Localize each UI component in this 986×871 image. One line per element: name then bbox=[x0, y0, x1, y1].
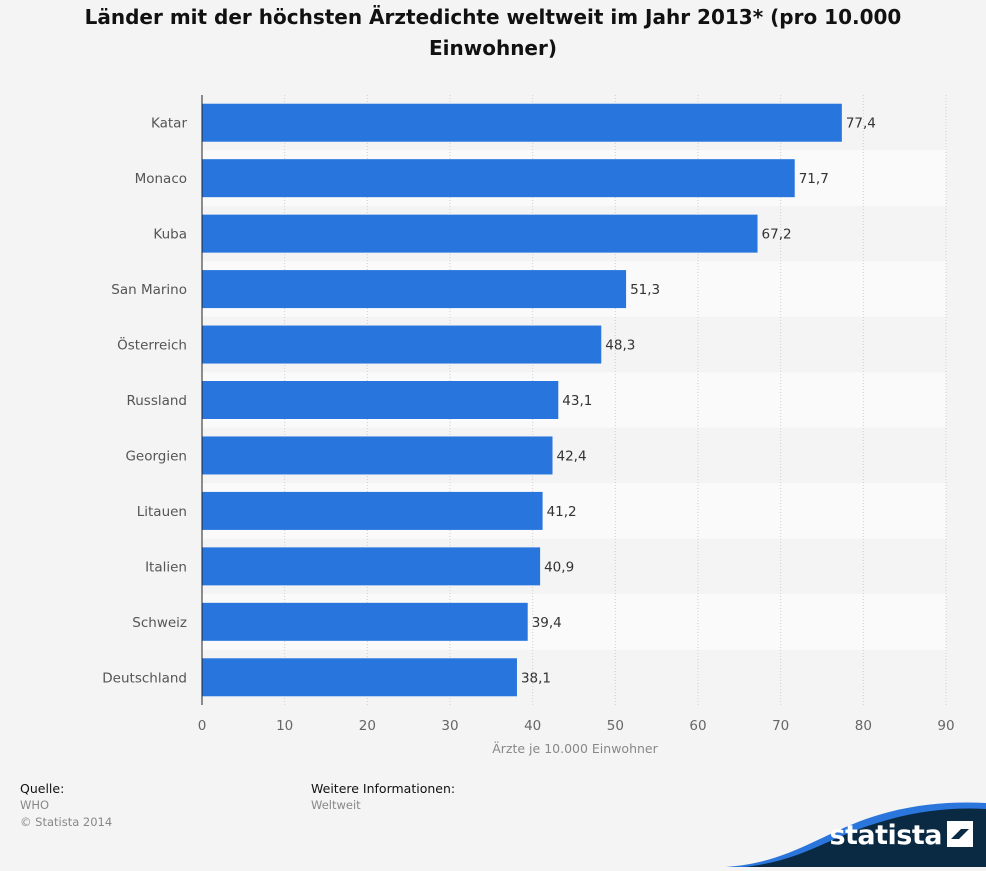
category-label: Georgien bbox=[125, 448, 187, 464]
bars bbox=[202, 103, 842, 697]
x-tick-label: 10 bbox=[276, 718, 293, 734]
category-label: Italien bbox=[145, 559, 187, 575]
x-tick-label: 20 bbox=[359, 718, 376, 734]
bar[interactable] bbox=[202, 547, 541, 586]
info-line-1: Weltweit bbox=[311, 798, 361, 812]
data-label: 39,4 bbox=[532, 615, 562, 631]
data-label: 41,2 bbox=[547, 504, 577, 520]
source-line-2: © Statista 2014 bbox=[20, 815, 113, 829]
x-tick-label: 40 bbox=[524, 718, 541, 734]
statista-wordmark: statista bbox=[829, 820, 942, 851]
category-label: Litauen bbox=[137, 504, 187, 520]
x-tick-label: 30 bbox=[441, 718, 458, 734]
brand-swoosh bbox=[726, 802, 986, 867]
x-tick-label: 60 bbox=[689, 718, 706, 734]
x-axis-title: Ärzte je 10.000 Einwohner bbox=[492, 741, 658, 756]
bar[interactable] bbox=[202, 491, 543, 530]
bar[interactable] bbox=[202, 658, 517, 697]
statista-branding[interactable]: statista bbox=[726, 797, 986, 867]
x-tick-label: 80 bbox=[855, 718, 872, 734]
bar[interactable] bbox=[202, 159, 795, 198]
data-label: 51,3 bbox=[630, 282, 660, 298]
category-label: Kuba bbox=[153, 227, 187, 243]
category-label: Monaco bbox=[135, 171, 187, 187]
value-labels: 77,4 71,7 67,2 51,3 48,3 43,1 42,4 41,2 40,9 39,4… bbox=[521, 116, 876, 687]
category-label: Deutschland bbox=[102, 670, 187, 686]
bar[interactable] bbox=[202, 103, 842, 142]
category-labels: Katar Monaco Kuba San Marino Österreich Russl… bbox=[102, 116, 187, 687]
source-heading: Quelle: bbox=[20, 781, 65, 796]
category-label: Österreich bbox=[117, 336, 187, 354]
bar-chart: Katar Monaco Kuba San Marino Österreich Russl… bbox=[102, 95, 955, 756]
data-label: 77,4 bbox=[846, 116, 876, 132]
data-label: 38,1 bbox=[521, 670, 551, 686]
x-tick-label: 50 bbox=[607, 718, 624, 734]
category-label: Russland bbox=[126, 393, 187, 409]
data-label: 43,1 bbox=[562, 393, 592, 409]
x-tick-label: 70 bbox=[772, 718, 789, 734]
bar[interactable] bbox=[202, 602, 528, 641]
data-label: 71,7 bbox=[799, 171, 829, 187]
statista-logo-icon bbox=[947, 821, 973, 847]
data-label: 67,2 bbox=[762, 227, 792, 243]
category-label: Katar bbox=[151, 116, 187, 132]
chart-title: Länder mit der höchsten Ärztedichte welt… bbox=[84, 5, 902, 60]
category-label: San Marino bbox=[111, 282, 187, 298]
data-label: 40,9 bbox=[544, 559, 574, 575]
bar[interactable] bbox=[202, 270, 627, 309]
bar[interactable] bbox=[202, 381, 559, 419]
bar[interactable] bbox=[202, 436, 553, 475]
source-line-1: WHO bbox=[20, 798, 50, 812]
category-label: Schweiz bbox=[132, 615, 187, 631]
x-tick-label: 90 bbox=[937, 718, 954, 734]
x-axis-ticks: 0 10 20 30 40 50 60 70 80 90 bbox=[198, 718, 955, 734]
info-heading: Weitere Informationen: bbox=[311, 781, 456, 796]
bar[interactable] bbox=[202, 214, 758, 253]
data-label: 48,3 bbox=[605, 338, 635, 354]
data-label: 42,4 bbox=[557, 448, 587, 464]
bar[interactable] bbox=[202, 325, 602, 364]
x-tick-label: 0 bbox=[198, 718, 207, 734]
